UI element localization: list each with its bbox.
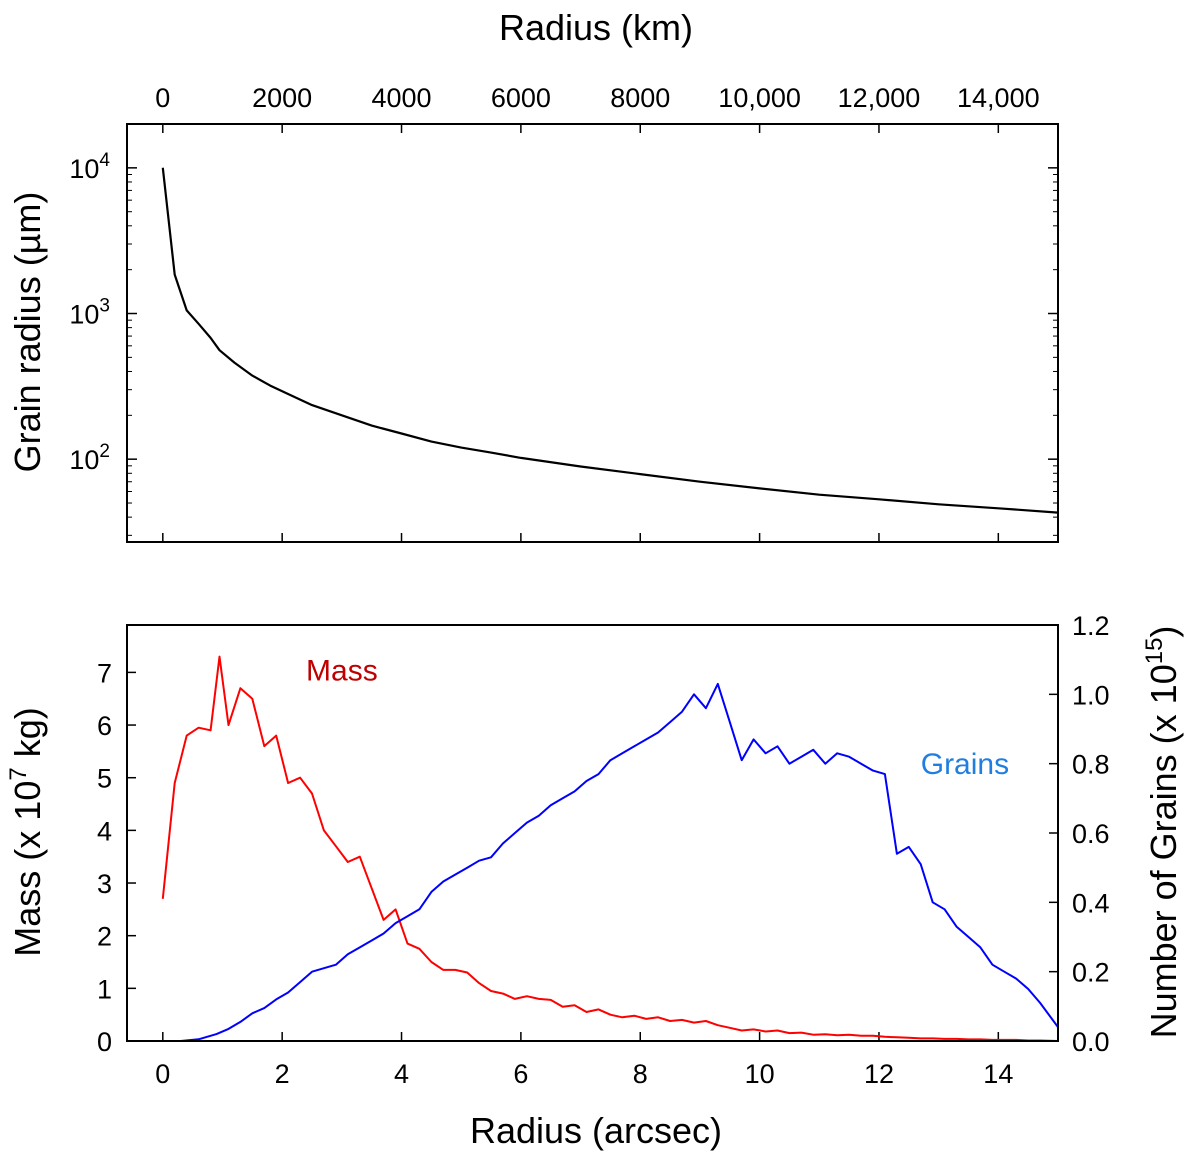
mass-grains-panel: Radius (arcsec) Mass (x 107 kg) Number o…	[5, 611, 1184, 1151]
tick-base: 10	[69, 300, 99, 330]
tick-exponent: 3	[99, 296, 110, 317]
right-y-title-prefix: Number of Grains (x 10	[1143, 664, 1184, 1038]
right-y-tick-label: 0.2	[1072, 958, 1110, 988]
top-y-tick-label: 103	[69, 296, 110, 330]
left-y-title-exponent: 7	[5, 767, 32, 780]
left-y-tick-label: 7	[97, 658, 112, 688]
tick-base: 10	[69, 154, 99, 184]
right-y-tick-label: 0.0	[1072, 1027, 1110, 1057]
grains-line	[162, 682, 1059, 1042]
bottom-x-tick-label: 4	[394, 1059, 409, 1089]
top-x-tick-label: 8000	[610, 83, 670, 113]
bottom-x-tick-label: 2	[275, 1059, 290, 1089]
top-x-tick-label: 12,000	[838, 83, 921, 113]
right-y-tick-label: 0.4	[1072, 888, 1110, 918]
left-y-title-prefix: Mass (x 10	[7, 781, 48, 957]
right-y-tick-label: 0.6	[1072, 819, 1110, 849]
grain-radius-line	[161, 167, 1059, 514]
left-y-tick-label: 0	[97, 1027, 112, 1057]
left-y-axis-title: Mass (x 107 kg)	[5, 707, 48, 956]
top-x-tick-label: 4000	[371, 83, 431, 113]
left-y-tick-label: 2	[97, 922, 112, 952]
bottom-x-axis-title: Radius (arcsec)	[470, 1110, 722, 1151]
right-y-title-suffix: )	[1143, 626, 1184, 638]
left-y-tick-label: 4	[97, 816, 112, 846]
grains-annotation: Grains	[921, 748, 1009, 781]
top-plot-frame	[126, 123, 1059, 543]
right-y-title-exponent: 15	[1141, 638, 1168, 665]
bottom-x-tick-label: 12	[864, 1059, 894, 1089]
bottom-x-tick-label: 6	[513, 1059, 528, 1089]
bottom-x-tick-label: 0	[155, 1059, 170, 1089]
right-y-tick-label: 1.2	[1072, 611, 1110, 641]
top-panel-series	[161, 167, 1059, 514]
grain-radius-panel: Radius (km) Grain radius (µm) 0 2000 4000 6…	[7, 7, 1059, 543]
top-panel-ticks: 0 2000 4000 6000 8000 10,000 12,000 14,00010410…	[69, 83, 1058, 542]
right-y-axis-title: Number of Grains (x 1015)	[1141, 626, 1184, 1039]
bottom-panel-series	[161, 655, 1059, 1042]
left-y-title-suffix: kg)	[7, 707, 48, 767]
top-x-tick-label: 0	[155, 83, 170, 113]
top-x-tick-label: 14,000	[957, 83, 1040, 113]
top-x-tick-label: 10,000	[718, 83, 801, 113]
bottom-x-tick-label: 14	[983, 1059, 1013, 1089]
top-y-tick-label: 104	[69, 150, 110, 184]
bottom-x-tick-label: 10	[745, 1059, 775, 1089]
right-y-tick-label: 0.8	[1072, 750, 1110, 780]
left-y-tick-label: 6	[97, 711, 112, 741]
bottom-plot-frame	[126, 624, 1059, 1042]
mass-line	[161, 655, 1059, 1042]
right-y-tick-label: 1.0	[1072, 680, 1110, 710]
bottom-x-tick-label: 8	[633, 1059, 648, 1089]
top-x-axis-title: Radius (km)	[499, 7, 693, 48]
top-x-tick-label: 2000	[252, 83, 312, 113]
tick-base: 10	[69, 445, 99, 475]
left-y-tick-label: 3	[97, 869, 112, 899]
tick-exponent: 4	[99, 150, 110, 171]
top-x-tick-label: 6000	[491, 83, 551, 113]
left-y-tick-label: 1	[97, 974, 112, 1004]
bottom-panel-annotations: Mass Grains	[306, 654, 1009, 781]
mass-annotation: Mass	[306, 654, 378, 687]
top-y-axis-title: Grain radius (µm)	[7, 192, 48, 473]
top-y-tick-label: 102	[69, 441, 110, 475]
tick-exponent: 2	[99, 441, 110, 462]
left-y-tick-label: 5	[97, 764, 112, 794]
